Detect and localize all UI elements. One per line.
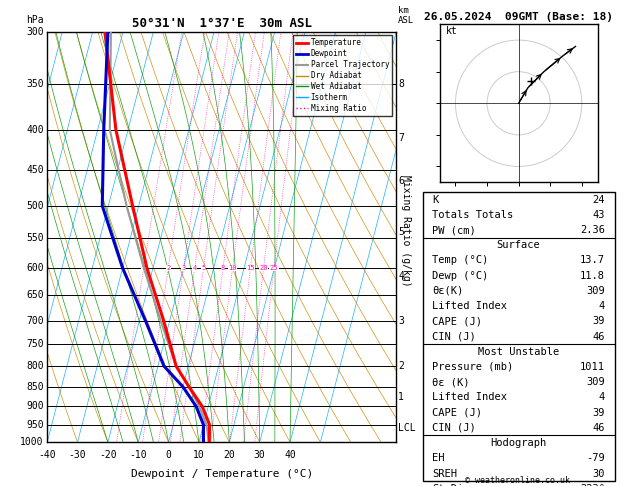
Text: Totals Totals: Totals Totals	[432, 210, 513, 220]
Text: 5: 5	[201, 265, 206, 271]
Text: PW (cm): PW (cm)	[432, 225, 476, 235]
Text: 500: 500	[26, 201, 43, 211]
Text: Dewpoint / Temperature (°C): Dewpoint / Temperature (°C)	[131, 469, 313, 479]
Text: SREH: SREH	[432, 469, 457, 479]
Text: 309: 309	[586, 377, 605, 387]
Text: Temp (°C): Temp (°C)	[432, 256, 489, 265]
Text: 13.7: 13.7	[580, 256, 605, 265]
Text: 1: 1	[142, 265, 146, 271]
Text: LCL: LCL	[398, 423, 416, 434]
Text: 1: 1	[398, 392, 404, 402]
Text: Dewp (°C): Dewp (°C)	[432, 271, 489, 281]
Text: 2.36: 2.36	[580, 225, 605, 235]
Text: hPa: hPa	[26, 16, 43, 25]
Text: CIN (J): CIN (J)	[432, 423, 476, 433]
Text: 7: 7	[398, 133, 404, 143]
Text: EH: EH	[432, 453, 445, 463]
Text: CIN (J): CIN (J)	[432, 331, 476, 342]
Text: 600: 600	[26, 263, 43, 273]
Text: 10: 10	[193, 451, 205, 460]
Text: 30: 30	[593, 469, 605, 479]
Text: 800: 800	[26, 361, 43, 371]
Text: 350: 350	[26, 79, 43, 89]
Text: 3: 3	[181, 265, 186, 271]
Text: 39: 39	[593, 408, 605, 417]
Text: 950: 950	[26, 420, 43, 430]
Text: 8: 8	[398, 79, 404, 89]
Text: 2: 2	[398, 361, 404, 371]
Text: 6: 6	[398, 176, 404, 186]
Text: CAPE (J): CAPE (J)	[432, 408, 482, 417]
Text: 4: 4	[192, 265, 197, 271]
Text: Most Unstable: Most Unstable	[478, 347, 559, 357]
Legend: Temperature, Dewpoint, Parcel Trajectory, Dry Adiabat, Wet Adiabat, Isotherm, Mi: Temperature, Dewpoint, Parcel Trajectory…	[293, 35, 392, 116]
Text: -79: -79	[586, 453, 605, 463]
Text: kt: kt	[446, 26, 458, 36]
Title: 50°31'N  1°37'E  30m ASL: 50°31'N 1°37'E 30m ASL	[131, 17, 312, 31]
Text: 1011: 1011	[580, 362, 605, 372]
Text: 46: 46	[593, 423, 605, 433]
Text: 8: 8	[221, 265, 225, 271]
Text: 20: 20	[223, 451, 235, 460]
Text: 25: 25	[270, 265, 278, 271]
Text: 26.05.2024  09GMT (Base: 18): 26.05.2024 09GMT (Base: 18)	[424, 12, 613, 22]
Text: 4: 4	[398, 272, 404, 281]
Text: 300: 300	[26, 27, 43, 36]
Text: 2: 2	[166, 265, 170, 271]
Text: StmDir: StmDir	[432, 484, 470, 486]
Text: 850: 850	[26, 382, 43, 392]
Text: 46: 46	[593, 331, 605, 342]
Text: -40: -40	[38, 451, 56, 460]
Text: 30: 30	[253, 451, 265, 460]
Text: 43: 43	[593, 210, 605, 220]
Text: -20: -20	[99, 451, 117, 460]
Text: 650: 650	[26, 290, 43, 300]
Text: Mixing Ratio (g/kg): Mixing Ratio (g/kg)	[401, 175, 411, 287]
Text: 223°: 223°	[580, 484, 605, 486]
Text: 20: 20	[259, 265, 268, 271]
Text: 3: 3	[398, 315, 404, 326]
Text: 550: 550	[26, 233, 43, 243]
Text: 750: 750	[26, 339, 43, 349]
Text: 4: 4	[599, 392, 605, 402]
Text: CAPE (J): CAPE (J)	[432, 316, 482, 326]
Text: θε (K): θε (K)	[432, 377, 470, 387]
Text: 309: 309	[586, 286, 605, 296]
Text: 400: 400	[26, 125, 43, 135]
Text: km
ASL: km ASL	[398, 6, 414, 25]
Text: -30: -30	[69, 451, 86, 460]
Text: Hodograph: Hodograph	[491, 438, 547, 448]
Text: Lifted Index: Lifted Index	[432, 301, 507, 311]
Text: 450: 450	[26, 165, 43, 175]
Text: 39: 39	[593, 316, 605, 326]
Text: © weatheronline.co.uk: © weatheronline.co.uk	[465, 475, 569, 485]
Text: 700: 700	[26, 315, 43, 326]
Text: θε(K): θε(K)	[432, 286, 464, 296]
Text: Pressure (mb): Pressure (mb)	[432, 362, 513, 372]
Text: 40: 40	[284, 451, 296, 460]
Text: 900: 900	[26, 401, 43, 411]
Text: K: K	[432, 194, 438, 205]
Text: 10: 10	[228, 265, 237, 271]
Text: 0: 0	[165, 451, 172, 460]
Text: Surface: Surface	[497, 240, 540, 250]
Text: 1000: 1000	[20, 437, 43, 447]
Text: 15: 15	[246, 265, 255, 271]
Text: 5: 5	[398, 227, 404, 237]
Text: 24: 24	[593, 194, 605, 205]
Text: Lifted Index: Lifted Index	[432, 392, 507, 402]
Text: -10: -10	[130, 451, 147, 460]
Text: 11.8: 11.8	[580, 271, 605, 281]
Text: 4: 4	[599, 301, 605, 311]
